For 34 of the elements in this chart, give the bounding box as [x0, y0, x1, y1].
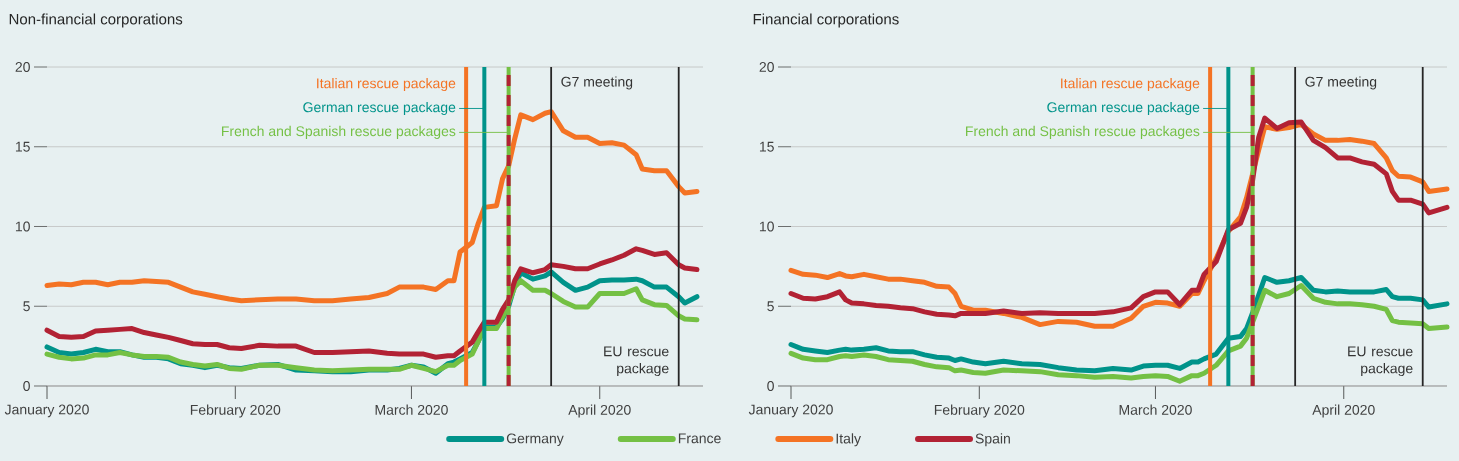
y-tick-label: 20 — [15, 62, 30, 72]
x-tick-label: January 2020 — [748, 404, 833, 418]
x-tick-label: March 2020 — [375, 404, 448, 415]
y-tick-label: 20 — [759, 62, 774, 72]
ref-line-label: French and Spanish rescue packages — [222, 125, 456, 139]
legend-label: Spain — [975, 433, 1010, 447]
ref-line-label: G7 meeting — [1305, 76, 1377, 90]
y-tick-label: 15 — [15, 141, 30, 152]
y-tick-label: 5 — [767, 301, 774, 312]
ref-line-label: EU rescue package — [604, 346, 669, 377]
ref-line-label: French and Spanish rescue packages — [966, 125, 1200, 139]
y-tick-label: 10 — [15, 221, 30, 232]
ref-line-label: German rescue package — [303, 101, 456, 115]
y-tick-label: 10 — [759, 221, 774, 232]
y-tick-label: 5 — [23, 301, 30, 312]
chart-title: Non-financial corporations — [9, 13, 183, 28]
chart-title: Financial corporations — [753, 13, 899, 28]
ref-line-label: Italian rescue package — [317, 78, 456, 92]
x-tick-label: March 2020 — [1119, 404, 1192, 415]
y-tick-label: 15 — [759, 141, 774, 152]
ref-line-label: German rescue package — [1047, 101, 1200, 115]
y-tick-label: 0 — [767, 381, 774, 391]
ref-line-label: EU rescue package — [1348, 346, 1413, 377]
x-tick-label: February 2020 — [934, 404, 1025, 418]
legend-label: France — [678, 433, 721, 444]
x-tick-label: April 2020 — [568, 404, 631, 418]
legend-label: Italy — [836, 433, 861, 447]
legend-label: Germany — [506, 433, 564, 447]
ref-line-label: G7 meeting — [561, 76, 633, 90]
x-tick-label: January 2020 — [4, 404, 89, 418]
y-tick-label: 0 — [23, 381, 30, 391]
ref-line-label: Italian rescue package — [1061, 78, 1200, 92]
x-tick-label: April 2020 — [1312, 404, 1375, 418]
x-tick-label: February 2020 — [190, 404, 281, 418]
